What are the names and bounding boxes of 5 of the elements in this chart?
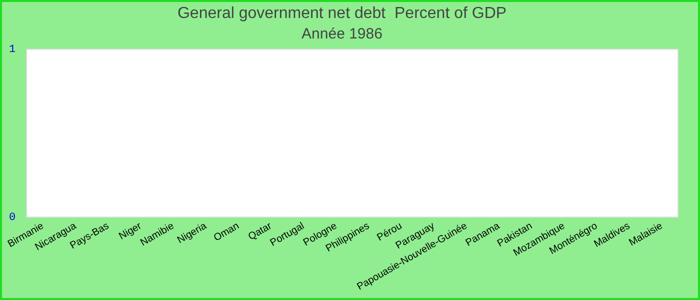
x-tick-label: Oman <box>212 220 242 244</box>
y-tick-label: 1 <box>8 44 16 56</box>
y-tick-label: 0 <box>8 212 16 224</box>
chart-subtitle: Année 1986 <box>302 25 382 42</box>
chart-title: General government net debt Percent of GDP <box>177 5 507 22</box>
